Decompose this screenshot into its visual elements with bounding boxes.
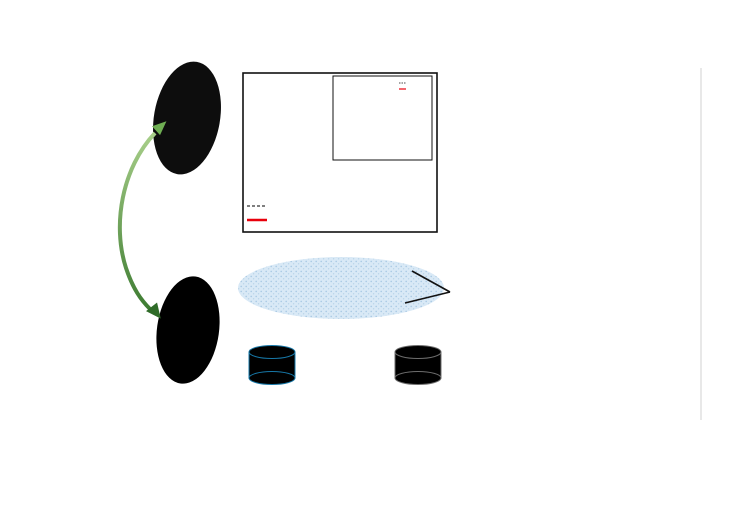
delta-carboline-highlight [153,61,221,175]
cui-cylinder-top [394,345,442,359]
efficiency-arrow [117,131,157,311]
cui-cylinder-bottom [394,371,442,385]
cui-cylinder [394,345,442,385]
decay-plot [242,72,438,233]
paragraph-mark-icon [28,13,30,27]
ligand-cylinder-top [248,345,296,359]
mix-line-left [275,316,300,347]
arrow-head-down-icon [146,302,161,319]
ligand-cylinder [248,345,296,385]
arrow-head-up-icon [152,121,167,136]
codeposition-scheme [238,257,451,385]
callout-line-bottom [404,291,451,304]
page-title [28,8,30,29]
ligand-cylinder-bottom [248,371,296,385]
molecule-panel [117,61,221,384]
graphical-abstract [117,61,702,420]
tadf-ellipse [238,257,444,319]
callout-line-top [411,270,451,293]
alpha-carboline-highlight [156,276,220,384]
inset-frame [332,75,433,161]
mix-line-right [383,316,413,347]
